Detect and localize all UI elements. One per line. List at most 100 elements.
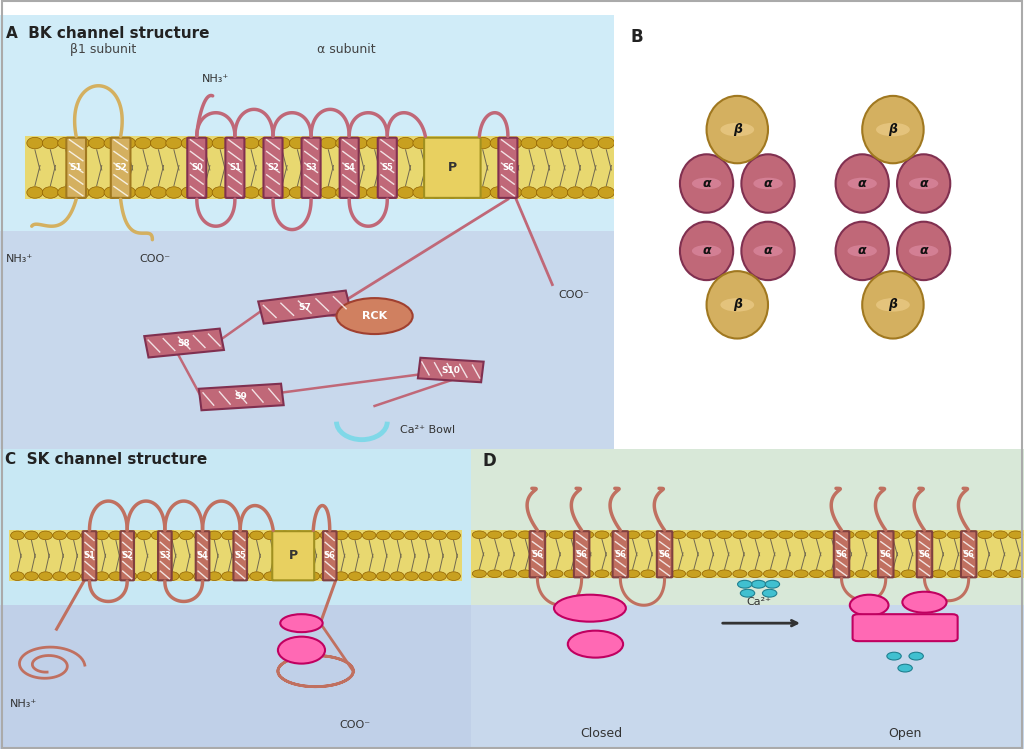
Circle shape xyxy=(258,137,274,149)
Circle shape xyxy=(137,571,151,580)
Circle shape xyxy=(39,571,52,580)
Text: A  BK channel structure: A BK channel structure xyxy=(6,26,210,41)
Circle shape xyxy=(897,222,950,280)
FancyBboxPatch shape xyxy=(26,136,615,199)
Circle shape xyxy=(57,187,74,198)
Circle shape xyxy=(459,137,475,149)
Circle shape xyxy=(446,571,461,580)
Text: S6: S6 xyxy=(919,550,931,559)
Circle shape xyxy=(166,187,182,198)
Circle shape xyxy=(306,531,319,540)
Ellipse shape xyxy=(850,595,889,616)
FancyBboxPatch shape xyxy=(471,530,1024,578)
Text: S0: S0 xyxy=(190,163,203,172)
Circle shape xyxy=(552,137,568,149)
Circle shape xyxy=(680,222,733,280)
Circle shape xyxy=(552,187,568,198)
Circle shape xyxy=(870,570,885,577)
Circle shape xyxy=(993,570,1008,577)
Circle shape xyxy=(598,187,614,198)
Circle shape xyxy=(362,531,376,540)
Circle shape xyxy=(292,531,305,540)
Circle shape xyxy=(740,589,755,597)
Circle shape xyxy=(290,187,305,198)
Circle shape xyxy=(583,187,599,198)
Circle shape xyxy=(886,570,900,577)
FancyBboxPatch shape xyxy=(612,531,628,577)
Circle shape xyxy=(197,137,213,149)
Circle shape xyxy=(764,531,777,539)
Circle shape xyxy=(278,571,292,580)
Text: S9: S9 xyxy=(234,392,248,401)
Circle shape xyxy=(733,531,746,539)
Circle shape xyxy=(443,187,460,198)
Circle shape xyxy=(506,137,522,149)
Circle shape xyxy=(264,531,278,540)
Circle shape xyxy=(741,222,795,280)
Circle shape xyxy=(382,187,398,198)
Circle shape xyxy=(212,187,228,198)
Circle shape xyxy=(901,570,915,577)
Ellipse shape xyxy=(877,298,909,312)
Circle shape xyxy=(53,531,67,540)
Circle shape xyxy=(152,571,165,580)
Circle shape xyxy=(901,531,915,539)
Circle shape xyxy=(443,137,460,149)
Circle shape xyxy=(752,580,766,588)
FancyBboxPatch shape xyxy=(0,449,471,605)
Text: S7: S7 xyxy=(298,303,311,312)
Text: S6: S6 xyxy=(531,550,544,559)
Circle shape xyxy=(243,137,259,149)
Circle shape xyxy=(487,531,502,539)
Circle shape xyxy=(179,571,194,580)
Text: S6: S6 xyxy=(880,550,892,559)
Circle shape xyxy=(534,531,548,539)
Circle shape xyxy=(932,570,946,577)
Circle shape xyxy=(236,531,250,540)
Circle shape xyxy=(390,571,404,580)
Circle shape xyxy=(243,187,259,198)
Circle shape xyxy=(1009,531,1023,539)
Text: C  SK channel structure: C SK channel structure xyxy=(5,452,207,467)
Circle shape xyxy=(702,531,716,539)
Polygon shape xyxy=(258,291,351,324)
Ellipse shape xyxy=(278,637,325,664)
Circle shape xyxy=(212,137,228,149)
Circle shape xyxy=(67,571,81,580)
Circle shape xyxy=(567,187,584,198)
Circle shape xyxy=(718,570,731,577)
Circle shape xyxy=(687,570,701,577)
Circle shape xyxy=(305,137,321,149)
Circle shape xyxy=(707,271,768,339)
Circle shape xyxy=(641,570,655,577)
Circle shape xyxy=(321,571,334,580)
Circle shape xyxy=(181,187,198,198)
Circle shape xyxy=(809,531,823,539)
Text: α subunit: α subunit xyxy=(317,43,376,56)
Circle shape xyxy=(110,531,123,540)
Circle shape xyxy=(564,531,579,539)
Circle shape xyxy=(595,531,609,539)
Text: S6: S6 xyxy=(324,551,336,560)
Circle shape xyxy=(916,570,931,577)
Circle shape xyxy=(194,571,207,580)
Text: S6: S6 xyxy=(963,550,975,559)
Circle shape xyxy=(779,531,793,539)
Text: P: P xyxy=(449,161,458,175)
Text: S6: S6 xyxy=(836,550,848,559)
Circle shape xyxy=(779,570,793,577)
Circle shape xyxy=(208,571,221,580)
FancyBboxPatch shape xyxy=(187,138,206,198)
Circle shape xyxy=(137,531,151,540)
Text: S3: S3 xyxy=(305,163,317,172)
Ellipse shape xyxy=(554,595,626,622)
Circle shape xyxy=(656,531,671,539)
Text: Closed: Closed xyxy=(580,727,622,740)
Circle shape xyxy=(208,531,221,540)
Circle shape xyxy=(809,570,823,577)
FancyBboxPatch shape xyxy=(272,531,314,580)
Polygon shape xyxy=(144,329,224,357)
Circle shape xyxy=(290,137,305,149)
Text: S2: S2 xyxy=(121,551,133,560)
Circle shape xyxy=(764,570,777,577)
